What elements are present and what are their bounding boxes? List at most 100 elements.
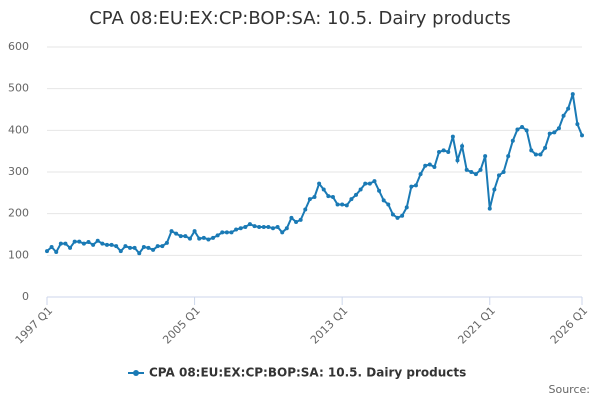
point <box>91 242 96 247</box>
point <box>432 165 437 169</box>
point <box>312 195 317 199</box>
point <box>114 244 119 249</box>
point <box>335 202 340 207</box>
point <box>409 184 414 189</box>
point <box>330 195 335 199</box>
point <box>206 237 211 242</box>
point <box>386 202 391 207</box>
point <box>178 234 183 239</box>
point <box>441 148 446 153</box>
point <box>275 225 280 229</box>
point <box>49 245 54 249</box>
x-tick-label: 1997 Q1 <box>13 304 56 347</box>
point <box>123 244 128 249</box>
point <box>72 239 77 244</box>
point <box>455 158 460 163</box>
point <box>174 231 179 236</box>
point <box>303 207 308 212</box>
point <box>247 222 252 227</box>
point <box>100 241 105 246</box>
point <box>533 152 538 157</box>
point <box>68 245 73 250</box>
point <box>354 192 359 197</box>
point <box>506 154 511 159</box>
point <box>450 134 455 139</box>
point <box>390 212 395 217</box>
legend-text: CPA 08:EU:EX:CP:BOP:SA: 10.5. Dairy prod… <box>149 366 466 380</box>
point <box>524 128 529 133</box>
point <box>289 215 294 220</box>
point <box>543 145 548 150</box>
point <box>187 236 192 241</box>
point <box>418 172 423 177</box>
x-tick-label: 2026 Q1 <box>548 304 591 347</box>
point <box>556 126 561 131</box>
point <box>141 245 146 249</box>
y-tick-label: 600 <box>8 40 29 53</box>
y-tick-label: 400 <box>8 123 29 136</box>
point <box>183 234 188 239</box>
point <box>128 245 133 250</box>
point <box>81 241 86 246</box>
point <box>437 150 442 154</box>
y-tick-label: 500 <box>8 82 29 95</box>
point <box>321 187 326 192</box>
point <box>580 133 584 138</box>
point <box>381 198 386 203</box>
point <box>340 202 345 207</box>
point <box>566 106 571 111</box>
point <box>137 251 142 256</box>
source: Source: <box>549 383 591 396</box>
point <box>284 226 289 231</box>
point <box>266 225 271 229</box>
point <box>164 240 169 245</box>
point <box>538 152 543 157</box>
point <box>215 233 220 238</box>
point <box>529 148 534 153</box>
point <box>238 226 243 231</box>
point <box>160 244 165 249</box>
series-line <box>46 93 583 255</box>
point <box>496 173 501 178</box>
point <box>344 203 349 208</box>
point <box>220 230 225 235</box>
point <box>492 187 497 192</box>
point <box>367 181 372 186</box>
point <box>510 138 515 143</box>
point <box>54 250 59 254</box>
point <box>547 131 552 136</box>
point <box>211 235 216 240</box>
point <box>298 217 303 222</box>
point <box>77 239 82 244</box>
point <box>224 230 229 235</box>
point <box>395 215 400 220</box>
y-tick-label: 100 <box>8 248 29 261</box>
point <box>460 144 465 149</box>
point <box>63 241 68 246</box>
point <box>575 122 580 127</box>
point <box>45 249 49 254</box>
point <box>427 162 432 167</box>
legend-marker <box>133 370 139 376</box>
x-tick-label: 2021 Q1 <box>455 304 498 347</box>
point <box>377 188 382 193</box>
point <box>358 187 363 192</box>
point <box>151 247 156 252</box>
point <box>197 236 202 241</box>
point <box>515 127 520 132</box>
point <box>104 242 109 247</box>
point <box>326 194 331 199</box>
point <box>261 225 266 229</box>
point <box>423 163 428 168</box>
point <box>201 235 206 240</box>
point <box>473 172 478 177</box>
point <box>192 229 197 234</box>
point <box>446 150 451 154</box>
point <box>520 125 525 129</box>
point <box>464 167 469 172</box>
point <box>270 226 275 231</box>
point <box>561 113 566 118</box>
point <box>234 227 239 232</box>
point <box>58 241 63 246</box>
